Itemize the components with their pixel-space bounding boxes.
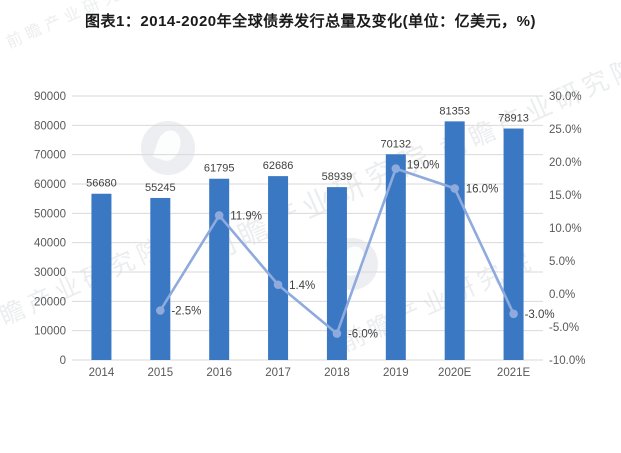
combo-chart-plot: 0 10000 20000 30000 40000 50000 60000 70000 8000… (34, 91, 585, 379)
x-axis-label: 2016 (206, 367, 232, 379)
x-axis-label: 2021E (497, 367, 531, 379)
right-axis-tick-label: 30.0% (549, 91, 582, 103)
x-axis-label: 2017 (265, 367, 291, 379)
left-axis-tick-label: 0 (60, 355, 66, 367)
x-axis-label: 2018 (324, 367, 350, 379)
right-axis-tick-label: 20.0% (549, 157, 582, 169)
growth-line-marker (273, 280, 283, 290)
left-axis-tick-label: 20000 (34, 296, 66, 308)
bar-value-label: 78913 (498, 113, 529, 125)
left-axis-tick-label: 80000 (34, 120, 66, 132)
bar-value-label: 58939 (322, 171, 353, 183)
bar-2017 (268, 176, 289, 360)
bar-value-label: 81353 (439, 105, 470, 117)
right-axis-tick-label: 25.0% (549, 124, 582, 136)
growth-value-label: -3.0% (525, 309, 555, 321)
x-axis-label: 2015 (148, 367, 174, 379)
bar-value-label: 56680 (86, 178, 117, 190)
chart-title: 图表1：2014-2020年全球债券发行总量及变化(单位：亿美元，%) (85, 13, 536, 30)
growth-value-label: 19.0% (407, 160, 440, 172)
right-axis-tick-label: 15.0% (549, 190, 582, 202)
bar-value-label: 70132 (381, 138, 412, 150)
growth-value-label: 11.9% (230, 210, 262, 222)
left-axis-tick-label: 50000 (34, 208, 66, 220)
bar-2016 (209, 178, 230, 360)
left-axis-tick-label: 90000 (34, 91, 66, 103)
growth-value-label: -2.5% (171, 306, 201, 318)
left-axis-tick-label: 70000 (34, 150, 66, 162)
growth-line-marker (391, 164, 401, 173)
x-axis-label: 2020E (438, 367, 472, 379)
growth-value-label: 1.4% (289, 280, 315, 292)
bar-2019 (385, 154, 406, 360)
left-axis-tick-label: 40000 (34, 238, 66, 250)
right-axis-tick-label: 0.0% (549, 289, 575, 301)
right-axis-tick-label: -5.0% (549, 322, 579, 334)
bar-value-label: 62686 (263, 160, 294, 172)
bar-2021E (503, 128, 524, 360)
growth-value-label: -6.0% (348, 329, 378, 341)
left-axis-tick-label: 30000 (34, 267, 66, 279)
growth-value-label: 16.0% (466, 183, 499, 195)
growth-line-marker (332, 329, 342, 338)
left-axis-tick-label: 60000 (34, 179, 66, 191)
growth-line-marker (450, 184, 459, 193)
right-axis-tick-label: -10.0% (549, 355, 585, 367)
x-axis-label: 2019 (383, 367, 409, 379)
bar-value-label: 61795 (204, 163, 235, 175)
left-axis-tick-label: 10000 (34, 326, 66, 338)
bar-value-label: 55245 (145, 182, 176, 194)
growth-line-marker (156, 306, 165, 315)
growth-line-marker (509, 309, 518, 319)
bar-2020E (444, 121, 465, 360)
x-axis-label: 2014 (89, 367, 115, 379)
right-axis-tick-label: 10.0% (549, 223, 582, 235)
right-axis-tick-label: 5.0% (549, 256, 575, 268)
bar-2014 (91, 193, 112, 360)
bar-2015 (150, 197, 171, 360)
growth-line-marker (214, 211, 224, 220)
